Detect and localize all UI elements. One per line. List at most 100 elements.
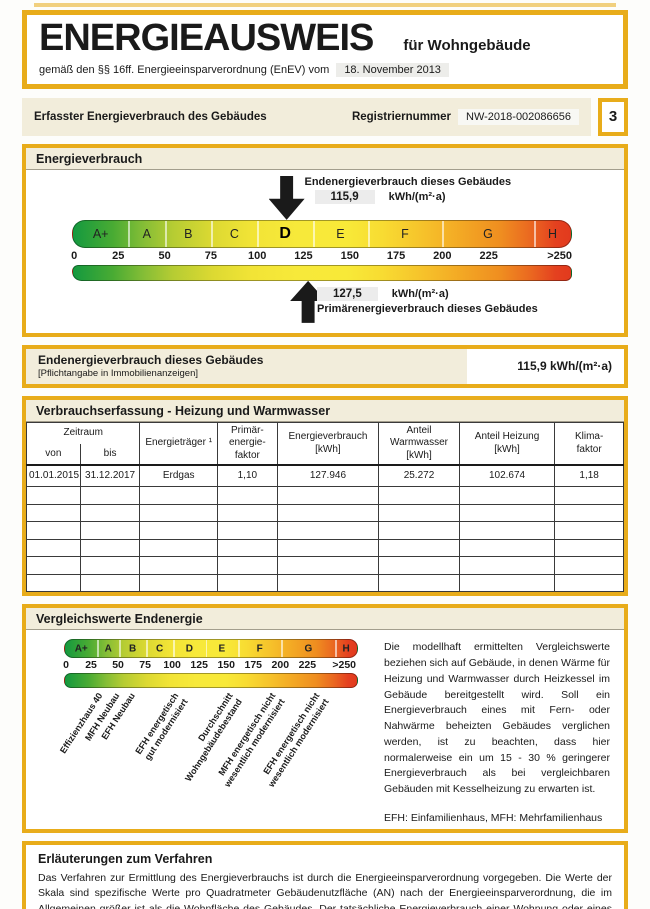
table-empty-cell xyxy=(554,503,624,523)
primary-energy-value-line: 127,5 kWh/(m²·a) xyxy=(317,286,538,301)
table-empty-cell xyxy=(217,538,278,558)
table-header-1: bis xyxy=(79,443,141,467)
band-divider xyxy=(534,220,537,247)
registration-number: NW-2018-002086656 xyxy=(458,108,579,125)
end-energy-box-left: Endenergieverbrauch dieses Gebäudes [Pfl… xyxy=(26,348,467,384)
table-empty-row xyxy=(26,556,624,575)
table-empty-cell xyxy=(378,521,460,540)
table-empty-cell xyxy=(458,486,556,505)
table-cell: 102.674 xyxy=(458,464,556,488)
band-divider xyxy=(312,220,315,247)
comparison-reference-labels: Effizienzhaus 40 MFH Neubau EFH Neubau EFH … xyxy=(58,688,356,802)
table-empty-row xyxy=(26,521,624,540)
scale-tick: 175 xyxy=(386,249,406,262)
table-empty-cell xyxy=(26,538,81,558)
band-letter-F: F xyxy=(256,643,263,655)
scale-tick: 125 xyxy=(190,659,208,672)
band-divider xyxy=(441,220,444,247)
table-empty-cell xyxy=(79,486,141,505)
end-energy-box-title: Endenergieverbrauch dieses Gebäudes xyxy=(38,352,264,367)
end-energy-box-value: 115,9 kWh/(m²·a) xyxy=(467,348,624,384)
scan-edge-line xyxy=(34,3,616,7)
page-number: 3 xyxy=(598,97,628,136)
table-header-2: Energieträger ¹ xyxy=(139,421,219,467)
table-empty-cell xyxy=(554,486,624,505)
document-title: ENERGIEAUSWEIS xyxy=(39,17,374,59)
band-letter-A: A xyxy=(104,643,112,655)
explanation-section: Erläuterungen zum Verfahren Das Verfahre… xyxy=(22,840,628,909)
table-cell: 127.946 xyxy=(276,464,380,488)
table-empty-cell xyxy=(554,538,624,558)
table-empty-cell xyxy=(458,573,556,593)
table-empty-cell xyxy=(139,503,219,523)
band-letter-E: E xyxy=(336,226,345,241)
end-energy-labels: Endenergieverbrauch dieses Gebäudes 115,… xyxy=(304,175,512,206)
scale-tick: 25 xyxy=(85,659,97,672)
table-empty-cell xyxy=(554,521,624,540)
scale-tick: 125 xyxy=(294,249,313,262)
table-empty-cell xyxy=(458,521,556,540)
table-empty-cell xyxy=(139,538,219,558)
end-energy-value-line: 115,9 kWh/(m²·a) xyxy=(314,189,512,204)
comparison-section: Vergleichswerte Endenergie A+ A B C D E F G H 0 2… xyxy=(22,604,628,833)
end-energy-unit: kWh/(m²·a) xyxy=(388,190,446,203)
table-empty-row xyxy=(26,538,624,558)
scale-tick: >250 xyxy=(547,249,572,262)
table-cell: 1,10 xyxy=(217,464,278,488)
title-row: ENERGIEAUSWEIS für Wohngebäude xyxy=(39,17,611,59)
end-energy-box-section: Endenergieverbrauch dieses Gebäudes [Pfl… xyxy=(22,344,628,388)
band-divider xyxy=(97,640,99,658)
table-cell: Erdgas xyxy=(139,464,219,488)
table-header-3: Primär- energie- faktor xyxy=(217,421,278,467)
scale-tick: 200 xyxy=(271,659,290,672)
table-empty-cell xyxy=(79,503,141,523)
table-empty-cell xyxy=(276,486,380,505)
scale-wrap: Endenergieverbrauch dieses Gebäudes 115,… xyxy=(71,174,572,331)
band-divider xyxy=(281,640,283,658)
table-empty-cell xyxy=(378,573,460,593)
section-title-verbrauchserfassung: Verbrauchserfassung - Heizung und Warmwa… xyxy=(26,399,624,422)
registration-block: Registriernummer NW-2018-002086656 xyxy=(352,108,579,125)
recorded-consumption-label: Erfasster Energieverbrauch des Gebäudes xyxy=(34,110,267,123)
primary-energy-labels: 127,5 kWh/(m²·a) Primärenergieverbrauch … xyxy=(317,285,538,315)
scale-tick: 100 xyxy=(247,249,267,262)
table-empty-cell xyxy=(217,573,278,593)
end-energy-pointer-row: Endenergieverbrauch dieses Gebäudes 115,… xyxy=(72,174,572,220)
table-empty-cell xyxy=(26,556,81,575)
meta-strip: Erfasster Energieverbrauch des Gebäudes … xyxy=(22,97,591,136)
table-empty-cell xyxy=(217,556,278,575)
section-title-energieverbrauch: Energieverbrauch xyxy=(26,147,624,170)
table-empty-cell xyxy=(554,556,624,575)
header: ENERGIEAUSWEIS für Wohngebäude gemäß den… xyxy=(22,10,628,89)
table-empty-cell xyxy=(217,486,278,505)
band-divider xyxy=(173,640,175,658)
meta-strip-row: Erfasster Energieverbrauch des Gebäudes … xyxy=(22,97,628,136)
band-divider xyxy=(146,640,148,658)
law-text: gemäß den §§ 16ff. Energieeinsparverordn… xyxy=(39,63,330,76)
table-empty-cell xyxy=(554,573,624,593)
band-letter-B: B xyxy=(128,643,137,655)
table-empty-cell xyxy=(378,486,460,505)
band-divider xyxy=(165,220,168,247)
table-header-6: Anteil Heizung [kWh] xyxy=(458,421,556,467)
table-empty-cell xyxy=(276,503,380,523)
band-letter-C: C xyxy=(156,643,164,655)
table-empty-cell xyxy=(26,503,81,523)
band-letter-C: C xyxy=(229,226,239,241)
band-letter-D: D xyxy=(279,224,291,242)
scale-tick: 150 xyxy=(340,249,359,262)
scale-tick: >250 xyxy=(332,659,356,672)
end-energy-value: 115,9 xyxy=(314,189,375,204)
table-empty-cell xyxy=(26,486,81,505)
table-empty-row xyxy=(26,486,624,505)
end-energy-label: Endenergieverbrauch dieses Gebäudes xyxy=(304,175,512,188)
end-energy-box: Endenergieverbrauch dieses Gebäudes [Pfl… xyxy=(26,348,624,384)
comparison-content: A+ A B C D E F G H 0 25 50 75 100 125 150 175 200 225 >250… xyxy=(26,630,624,828)
table-empty-cell xyxy=(217,503,278,523)
table-header-zeitraum: Zeitraum xyxy=(25,421,141,444)
table-empty-cell xyxy=(139,556,219,575)
scale-tick: 50 xyxy=(112,659,124,672)
table-empty-cell xyxy=(378,556,460,575)
table-empty-cell xyxy=(378,503,460,523)
consumption-table-section: Verbrauchserfassung - Heizung und Warmwa… xyxy=(22,395,628,597)
